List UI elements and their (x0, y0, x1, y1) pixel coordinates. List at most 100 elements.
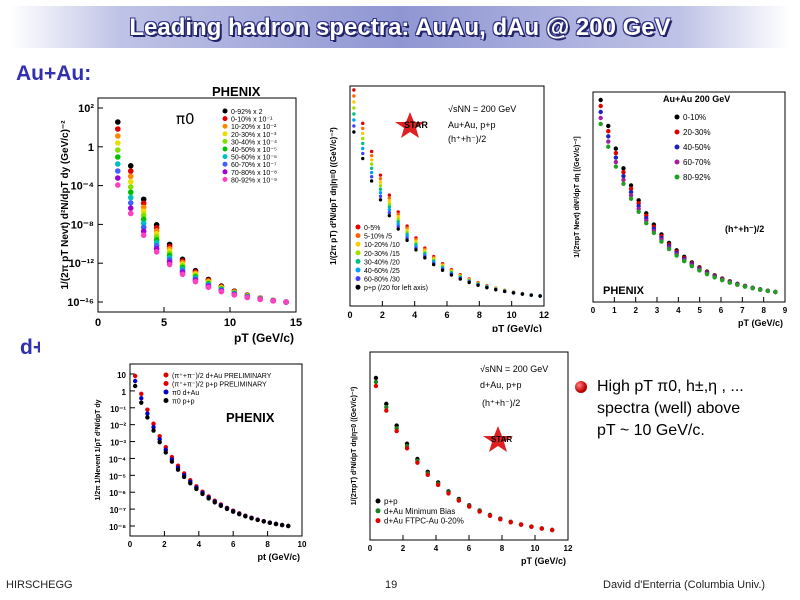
data-point (192, 278, 199, 285)
y-tick-label: 10⁻⁶ (109, 489, 126, 498)
x-tick-label: 4 (676, 306, 681, 315)
data-point (140, 220, 147, 227)
x-tick-label: 4 (434, 544, 439, 553)
data-point (628, 189, 634, 195)
logo-phenix: PHENIX (603, 285, 645, 297)
data-point (139, 391, 144, 397)
data-point (511, 291, 516, 295)
x-tick-label: 10 (507, 310, 517, 320)
data-point (230, 509, 236, 514)
data-point (212, 500, 217, 505)
footer-left: HIRSCHEGG (6, 579, 73, 591)
data-point (224, 506, 230, 512)
data-point (549, 527, 555, 533)
x-tick-label: 12 (539, 310, 549, 320)
legend-label: 30-40% x 10⁻⁴ (231, 139, 277, 146)
data-point (598, 121, 603, 127)
legend-label: 60-80% /30 (364, 277, 400, 284)
data-point (396, 212, 400, 217)
data-point (735, 282, 740, 288)
data-point (378, 187, 383, 191)
y-tick-label: 10² (78, 103, 94, 115)
data-point (606, 144, 611, 149)
data-point (773, 289, 778, 295)
plot-frame (129, 363, 303, 537)
y-axis-label: 1/(2πpT) d²N/dpT dη|η=0 ((GeV/c)⁻²) (351, 387, 358, 506)
y-tick-label: 10 (117, 371, 126, 380)
data-point (369, 162, 374, 166)
y-axis-label: 1/2π 1/Nevent 1/pT d²N/dpT dy (95, 399, 102, 500)
data-point (621, 166, 626, 171)
chart-header: Au+Au 200 GeV (663, 94, 730, 104)
data-point (361, 131, 365, 136)
legend-label: 70-80% x 10⁻⁸ (231, 170, 277, 177)
chart-phenix-auau-h-svg: 0 1 2 3 4 5 6 7 8 9pT (GeV/c) 1/(2πpT Nevt) dN²/dp… (574, 91, 788, 328)
legend-label: p+p (384, 497, 398, 506)
data-point (467, 504, 472, 509)
header-system: Au+Au, p+p (448, 120, 496, 130)
data-point (606, 128, 611, 134)
data-point (727, 280, 733, 285)
data-point (352, 130, 356, 134)
data-point (613, 164, 619, 169)
data-point (139, 396, 144, 401)
data-point (423, 256, 427, 260)
y-tick-label: 10⁻⁸ (109, 523, 126, 532)
x-tick-label: 10 (224, 317, 236, 329)
data-point (487, 513, 493, 518)
data-point (140, 224, 147, 231)
x-axis-label: pt (GeV/c) (257, 552, 300, 562)
data-point (613, 146, 619, 151)
data-point (651, 230, 657, 236)
data-point (244, 294, 251, 301)
x-tick-label: 6 (231, 540, 236, 549)
data-point (414, 248, 418, 252)
x-tick-label: 8 (761, 306, 766, 315)
data-point (115, 154, 121, 160)
x-tick-label: 9 (783, 306, 788, 315)
data-point (115, 182, 121, 188)
data-point (404, 446, 410, 451)
data-point (140, 200, 147, 207)
data-point (127, 163, 134, 169)
legend-label: 0-10% (683, 113, 706, 122)
x-tick-label: 4 (197, 540, 202, 549)
data-point (606, 139, 611, 144)
data-point (115, 126, 121, 132)
data-point (175, 467, 181, 472)
data-point (449, 273, 454, 277)
legend-marker (674, 129, 680, 135)
legend-label: 20-30% /15 (364, 251, 400, 258)
y-axis-label: 1/(2π pT) d²N/dpT dη|η=0 ((GeV/c)⁻²) (329, 127, 338, 265)
x-tick-label: 8 (500, 544, 505, 553)
data-point (476, 283, 480, 288)
chart-phenix-auau-pi0-svg: 0 5 10 15 10² 1 10⁻⁴ 10⁻⁸ 10⁻¹² 10⁻¹⁶ pT (GeV/c) 1/… (60, 84, 302, 345)
data-point (538, 294, 542, 298)
legend-label: 20-30% x 10⁻³ (231, 132, 277, 139)
data-point (704, 271, 710, 277)
data-point (361, 136, 365, 141)
legend-marker (222, 154, 228, 160)
data-point (249, 516, 254, 521)
y-tick-label: 10⁻⁴ (71, 181, 94, 193)
legend-marker (222, 123, 228, 129)
particle-label: π0 (176, 110, 195, 128)
legend-marker (222, 161, 228, 167)
data-point (127, 205, 134, 211)
legend-marker (355, 250, 361, 256)
y-tick-label: 10⁻¹⁶ (67, 297, 94, 309)
legend-marker (355, 276, 361, 282)
legend-label: 50-60% x 10⁻⁶ (231, 155, 277, 162)
data-point (157, 439, 162, 445)
legend-label: 5-10% /5 (364, 234, 392, 241)
data-point (127, 168, 134, 174)
legend-label: 20-30% (683, 128, 711, 137)
header-energy: √sNN = 200 GeV (480, 364, 548, 374)
data-point (765, 288, 771, 294)
legend-label: 60-70% (683, 158, 711, 167)
logo-star: STAR (491, 435, 512, 444)
legend-marker (163, 389, 169, 395)
section-label-auau: Au+Au: (16, 62, 92, 85)
data-point (378, 180, 383, 184)
data-point (200, 491, 205, 497)
